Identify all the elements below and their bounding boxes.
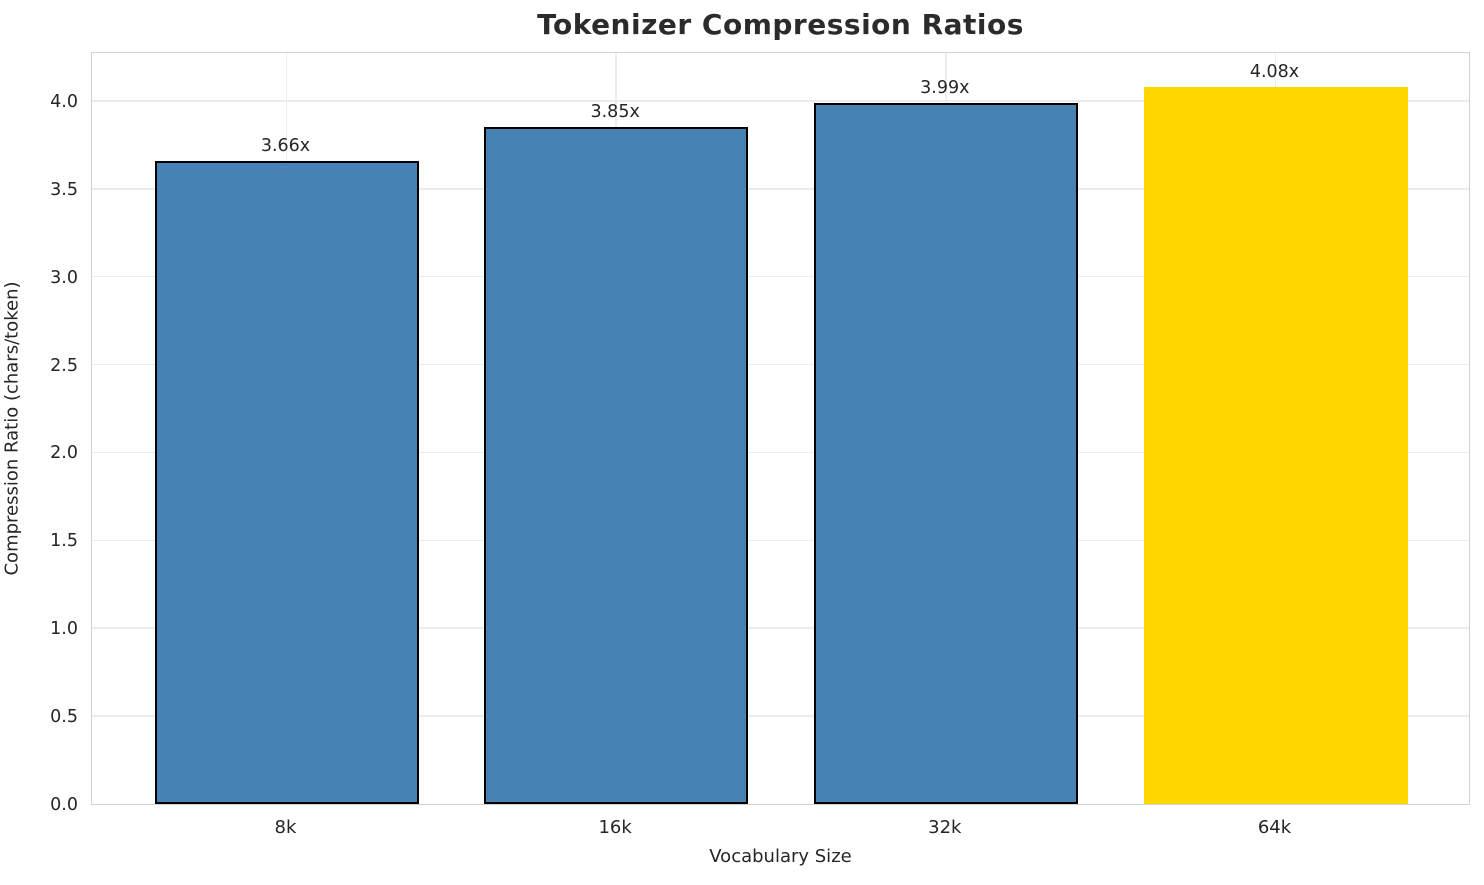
y-tick-label: 4.0 [50, 91, 78, 112]
bar-value-label: 4.08x [1249, 61, 1300, 82]
y-tick-label: 1.5 [50, 531, 78, 552]
y-tick-label: 3.0 [50, 267, 78, 288]
x-axis-label: Vocabulary Size [709, 846, 852, 867]
gridline-h [92, 451, 1469, 454]
bar-value-label: 3.66x [260, 135, 311, 156]
y-tick-label: 3.5 [50, 179, 78, 200]
gridline-h [92, 188, 1469, 190]
plot-area [91, 52, 1470, 805]
x-tick-label: 16k [598, 817, 632, 838]
x-tick-label: 32k [928, 817, 962, 838]
gridline-h [92, 539, 1469, 542]
bar-value-label: 3.99x [920, 77, 970, 98]
gridline-h [92, 100, 1469, 102]
gridline-h [92, 275, 1469, 278]
bar-16k [484, 127, 749, 804]
bar-8k [154, 160, 419, 804]
y-tick-label: 2.5 [50, 355, 78, 376]
y-tick-label: 2.0 [50, 443, 78, 464]
gridline-h [92, 715, 1469, 717]
x-tick-label: 8k [274, 817, 297, 838]
x-tick-label: 64k [1257, 817, 1292, 838]
bar-64k [1143, 86, 1408, 804]
bar-value-label: 3.85x [590, 102, 640, 123]
y-axis-label: Compression Ratio (chars/token) [1, 281, 23, 576]
gridline-h [92, 627, 1469, 629]
chart-title: Tokenizer Compression Ratios [537, 8, 1024, 41]
y-tick-label: 0.5 [50, 707, 78, 728]
gridline-h [92, 363, 1469, 366]
y-tick-label: 0.0 [50, 795, 78, 815]
y-tick-label: 1.0 [50, 619, 78, 640]
bar-32k [813, 102, 1078, 804]
